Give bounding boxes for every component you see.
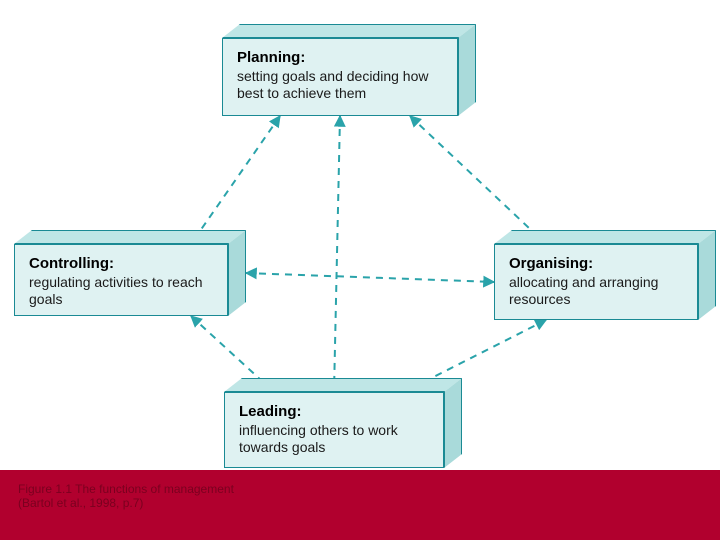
- node-desc: regulating activities to reach goals: [29, 274, 213, 309]
- edge-planning-controlling: [191, 116, 280, 244]
- caption-line-1: Figure 1.1 The functions of management: [18, 482, 702, 496]
- node-title: Controlling:: [29, 255, 213, 274]
- diagram-stage: Planning:setting goals and deciding how …: [0, 0, 720, 540]
- node-desc: allocating and arranging resources: [509, 274, 683, 309]
- node-leading: Leading:influencing others to work towar…: [224, 378, 462, 468]
- node-title: Organising:: [509, 255, 683, 274]
- edge-planning-organising: [410, 116, 546, 244]
- node-desc: influencing others to work towards goals: [239, 422, 429, 457]
- node-desc: setting goals and deciding how best to a…: [237, 68, 443, 103]
- edge-controlling-organising: [246, 273, 494, 282]
- caption-line-2: (Bartol et al., 1998, p.7): [18, 496, 702, 510]
- node-title: Leading:: [239, 403, 429, 422]
- edge-planning-leading: [334, 116, 340, 392]
- caption-footer: Figure 1.1 The functions of management (…: [0, 470, 720, 540]
- node-organising: Organising:allocating and arranging reso…: [494, 230, 716, 320]
- node-controlling: Controlling:regulating activities to rea…: [14, 230, 246, 316]
- node-planning: Planning:setting goals and deciding how …: [222, 24, 476, 116]
- node-title: Planning:: [237, 49, 443, 68]
